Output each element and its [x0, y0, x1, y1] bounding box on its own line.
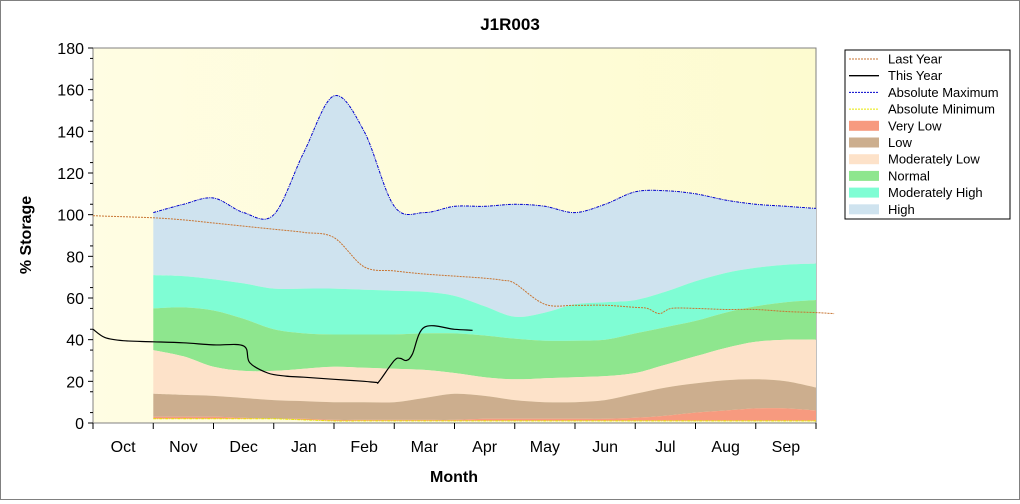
- y-tick-label: 60: [66, 291, 84, 308]
- legend-label: Low: [888, 135, 912, 150]
- y-tick-label: 180: [57, 41, 84, 58]
- y-tick-label: 160: [57, 83, 84, 100]
- band-low: [153, 379, 817, 420]
- chart-title: J1R003: [480, 15, 540, 34]
- y-axis-label: % Storage: [18, 196, 35, 274]
- x-tick-label: Jun: [592, 439, 618, 456]
- legend-swatch-normal: [849, 170, 879, 181]
- line-layer: [92, 95, 835, 422]
- x-tick-label: Mar: [411, 439, 439, 456]
- legend-label: Absolute Maximum: [888, 85, 999, 100]
- legend-label: Last Year: [888, 52, 943, 67]
- legend-swatch-moderately-high: [849, 187, 879, 198]
- y-tick-label: 100: [57, 208, 84, 225]
- x-tick-label: Apr: [472, 439, 498, 456]
- band-normal: [153, 300, 817, 380]
- legend-label: Moderately Low: [888, 152, 980, 167]
- y-tick-label: 20: [66, 374, 84, 391]
- x-axis-label: Month: [430, 469, 478, 486]
- x-tick-label: Nov: [169, 439, 197, 456]
- x-tick-label: Feb: [350, 439, 378, 456]
- y-tick-label: 40: [66, 333, 84, 350]
- legend-label: Very Low: [888, 118, 942, 133]
- legend-swatch-high: [849, 204, 879, 215]
- x-tick-label: Dec: [229, 439, 257, 456]
- band-moderately-high: [153, 263, 817, 341]
- last-year-line: [92, 215, 835, 315]
- x-tick-label: Jul: [655, 439, 675, 456]
- x-tick-label: Jan: [291, 439, 317, 456]
- y-tick-label: 140: [57, 124, 84, 141]
- band-high: [153, 95, 817, 317]
- legend-label: Absolute Minimum: [888, 102, 995, 117]
- legend-label: Normal: [888, 168, 930, 183]
- legend-swatch-low: [849, 137, 879, 148]
- band-very-low: [153, 408, 817, 421]
- x-tick-label: Sep: [772, 439, 801, 456]
- x-tick-label: Aug: [711, 439, 739, 456]
- band-moderately-low: [153, 339, 817, 403]
- legend-label: Moderately High: [888, 185, 983, 200]
- y-tick-label: 120: [57, 166, 84, 183]
- absolute-minimum-line: [153, 418, 816, 422]
- x-tick-label: Oct: [111, 439, 136, 456]
- axis-layer: 0 20 40 60 80 100 120 140 160 180 Oct Nov Dec Jan Feb M…: [57, 41, 817, 456]
- legend-label: High: [888, 202, 915, 217]
- this-year-line: [92, 325, 473, 384]
- legend-swatch-moderately-low: [849, 154, 879, 165]
- y-tick-label: 80: [66, 249, 84, 266]
- absolute-maximum-line: [153, 95, 817, 220]
- band-layer: [153, 95, 817, 421]
- y-tick-label: 0: [75, 416, 84, 433]
- legend-swatch-very-low: [849, 120, 879, 131]
- x-tick-label: May: [530, 439, 560, 456]
- legend-label: This Year: [888, 68, 943, 83]
